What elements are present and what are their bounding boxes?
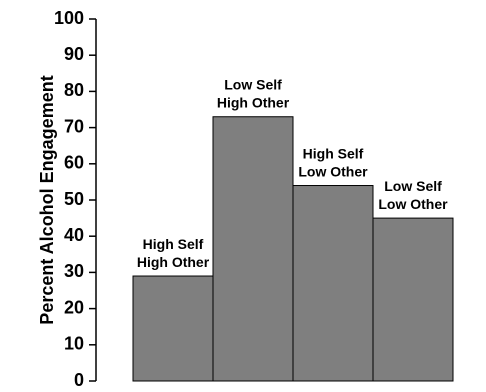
y-tick-label: 60 bbox=[64, 153, 84, 173]
y-tick-label: 100 bbox=[54, 8, 84, 28]
bar-labels: High Self High Other Low Self High Other Hig… bbox=[137, 77, 448, 270]
y-tick-label: 0 bbox=[74, 370, 84, 390]
y-axis-title: Percent Alcohol Engagement bbox=[37, 75, 57, 324]
bar bbox=[132, 275, 214, 382]
y-ticks: 0 10 20 30 40 50 60 70 80 90 100 bbox=[54, 8, 96, 390]
bar-category-label: Low Other bbox=[378, 196, 448, 212]
y-tick-label: 80 bbox=[64, 80, 84, 100]
y-axis-title-group: Percent Alcohol Engagement bbox=[37, 75, 57, 324]
bar-category-label: Low Self bbox=[384, 178, 442, 194]
bar-category-label: Low Other bbox=[298, 164, 368, 180]
bar-category-label: Low Self bbox=[224, 77, 282, 93]
bar bbox=[292, 185, 374, 382]
bar-category-label: High Self bbox=[143, 236, 204, 252]
y-tick-label: 40 bbox=[64, 225, 84, 245]
bars bbox=[132, 116, 454, 382]
bar-category-label: High Other bbox=[217, 95, 290, 111]
y-tick-label: 90 bbox=[64, 44, 84, 64]
y-tick-label: 70 bbox=[64, 116, 84, 136]
y-tick-label: 50 bbox=[64, 189, 84, 209]
bar bbox=[372, 217, 454, 382]
y-tick-label: 30 bbox=[64, 261, 84, 281]
y-tick-label: 20 bbox=[64, 297, 84, 317]
bar bbox=[212, 116, 294, 382]
bar-category-label: High Other bbox=[137, 254, 210, 270]
bar-category-label: High Self bbox=[303, 146, 364, 162]
y-tick-label: 10 bbox=[64, 334, 84, 354]
